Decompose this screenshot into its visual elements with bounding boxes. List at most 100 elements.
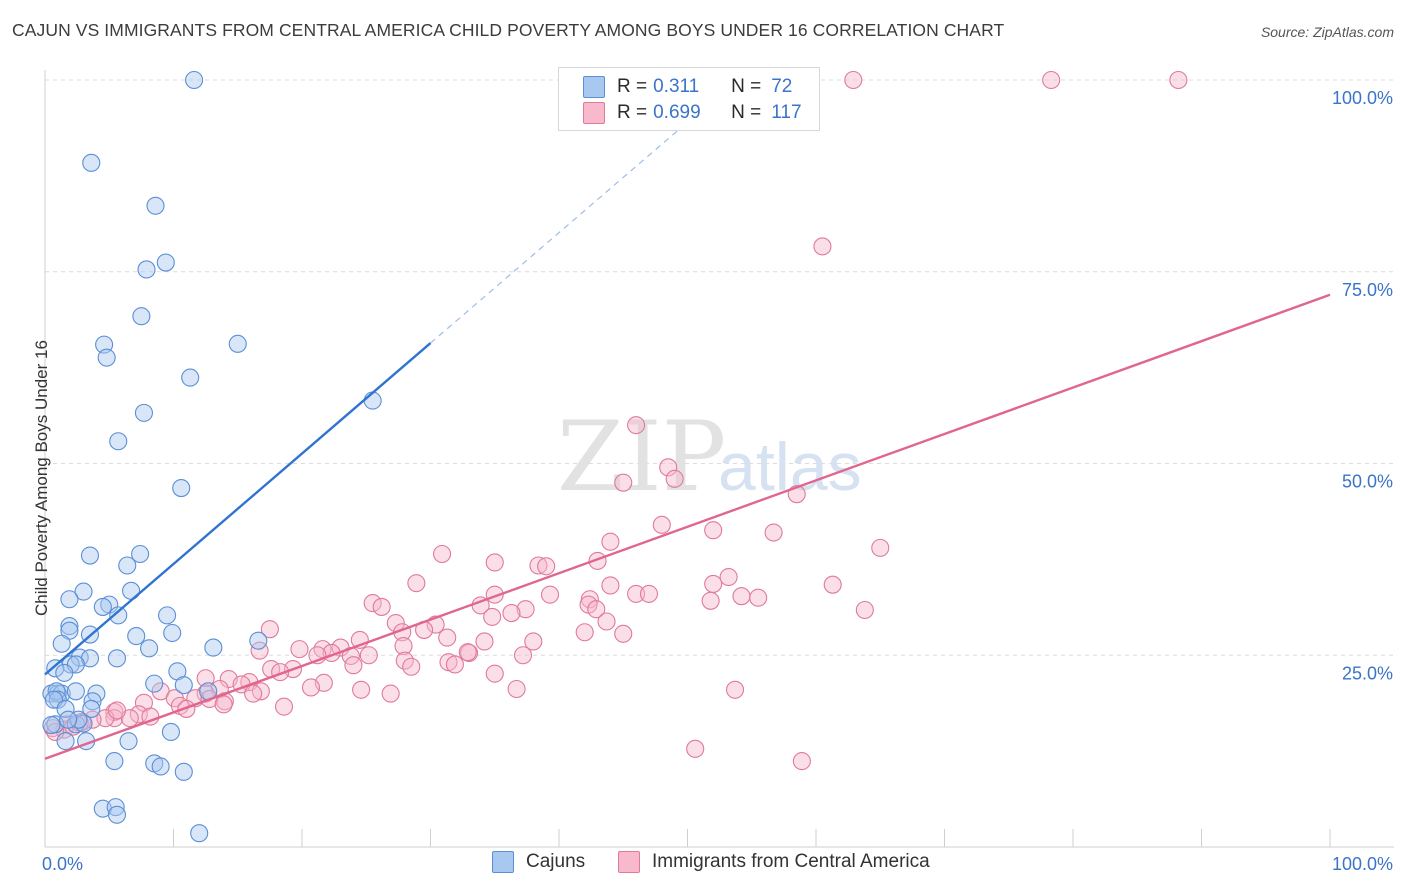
immigrants-trend-line: [44, 293, 1331, 760]
watermark-atlas: atlas: [718, 429, 862, 505]
cajun-point: [82, 153, 101, 172]
grid-lines: [45, 79, 1394, 656]
cajun-point: [145, 674, 164, 693]
cajun-point: [204, 638, 223, 657]
n-label: N =: [731, 102, 762, 123]
r-label: R =: [617, 102, 648, 123]
n-value-immigrants: 117: [771, 102, 802, 123]
cajun-point: [105, 752, 124, 771]
immigrant-point: [459, 643, 479, 662]
legend-row-cajuns: R = 0.311 N = 72: [583, 73, 793, 101]
immigrant-point: [513, 646, 533, 665]
legend-row-immigrants: R = 0.699 N = 117: [583, 99, 802, 127]
immigrant-point: [813, 237, 832, 256]
cajun-point: [190, 824, 209, 843]
immigrant-point: [823, 575, 842, 594]
immigrant-point: [639, 584, 659, 603]
immigrant-point: [507, 679, 526, 699]
immigrant-point: [516, 600, 535, 619]
immigrant-point: [394, 636, 413, 656]
immigrant-point: [871, 538, 890, 557]
immigrant-point: [445, 655, 464, 674]
immigrants-legend-swatch: [618, 851, 640, 873]
immigrant-point: [749, 588, 768, 607]
immigrant-point: [433, 544, 452, 564]
cajun-point: [56, 699, 75, 718]
cajun-point: [172, 478, 191, 498]
immigrant-point: [601, 576, 620, 595]
n-value-cajuns: 72: [771, 76, 793, 97]
cajun-point: [97, 348, 116, 367]
immigrant-point: [659, 458, 678, 477]
cajun-point: [363, 391, 382, 410]
immigrant-point: [485, 553, 504, 572]
cajun-point: [174, 676, 193, 695]
cajun-point: [74, 582, 93, 601]
cajun-point: [107, 649, 127, 668]
immigrant-point: [587, 600, 606, 619]
immigrant-point: [372, 597, 391, 616]
cajun-point: [80, 546, 100, 565]
immigrant-point: [614, 624, 633, 643]
source-credit: Source: ZipAtlas.com: [1260, 24, 1394, 40]
immigrant-point: [614, 473, 633, 492]
legend-item-cajuns[interactable]: Cajuns: [492, 851, 585, 873]
immigrants-swatch: [583, 102, 605, 124]
immigrant-point: [502, 604, 521, 623]
cajun-point: [56, 732, 75, 751]
cajuns-legend-swatch: [492, 851, 514, 873]
immigrants-legend-label: Immigrants from Central America: [652, 851, 930, 872]
watermark-zip: ZIP: [557, 401, 726, 513]
cajun-point: [132, 307, 151, 326]
x-tick-label: 100.0%: [1332, 854, 1393, 874]
y-tick-label: 100.0%: [1332, 88, 1393, 108]
cajun-point: [60, 617, 79, 636]
cajun-point: [140, 639, 159, 658]
cajun-point: [118, 556, 137, 575]
cajun-point: [83, 692, 102, 711]
cajun-point: [109, 606, 128, 625]
cajun-point: [93, 597, 112, 616]
cajun-point: [48, 690, 67, 709]
immigrant-point: [686, 739, 705, 758]
chart-title: CAJUN VS IMMIGRANTS FROM CENTRAL AMERICA…: [12, 20, 1005, 40]
cajun-point: [46, 659, 65, 678]
immigrant-point: [1042, 70, 1061, 90]
immigrant-point: [855, 600, 874, 620]
cajun-point: [146, 196, 165, 215]
immigrant-point: [597, 612, 616, 631]
cajun-point: [59, 710, 78, 729]
cajun-point: [69, 710, 88, 729]
immigrant-point: [537, 557, 556, 576]
immigrant-point: [524, 632, 543, 651]
immigrant-point: [352, 680, 371, 699]
n-label: N =: [731, 76, 762, 97]
immigrant-point: [1169, 70, 1188, 90]
cajun-point: [228, 334, 247, 353]
cajuns-legend-label: Cajuns: [526, 851, 586, 872]
r-value-immigrants: 0.699: [653, 102, 701, 123]
r-label: R =: [617, 76, 648, 97]
legend-item-immigrants[interactable]: Immigrants from Central America: [618, 851, 930, 873]
correlation-legend: R = 0.311 N = 72 R = 0.699 N = 117: [558, 67, 820, 131]
cajuns-swatch: [583, 76, 605, 98]
immigrant-point: [704, 521, 723, 540]
immigrant-point: [363, 594, 382, 613]
cajun-point: [55, 663, 74, 682]
immigrant-point: [764, 523, 783, 542]
cajun-point: [185, 70, 204, 90]
y-axis-label-wrap: Child Poverty Among Boys Under 16: [14, 0, 51, 892]
immigrant-point: [529, 556, 548, 575]
immigrant-point: [344, 656, 363, 675]
cajun-point: [156, 253, 175, 272]
cajun-point: [52, 634, 71, 653]
y-axis-label: Child Poverty Among Boys Under 16: [32, 340, 51, 616]
cajun-point: [107, 805, 127, 824]
immigrant-point: [475, 632, 494, 651]
immigrant-point: [483, 607, 502, 626]
immigrant-point: [844, 70, 863, 90]
cajun-point: [174, 762, 193, 781]
cajun-point: [163, 623, 182, 643]
cajun-point: [131, 544, 150, 564]
cajun-point: [109, 432, 128, 451]
